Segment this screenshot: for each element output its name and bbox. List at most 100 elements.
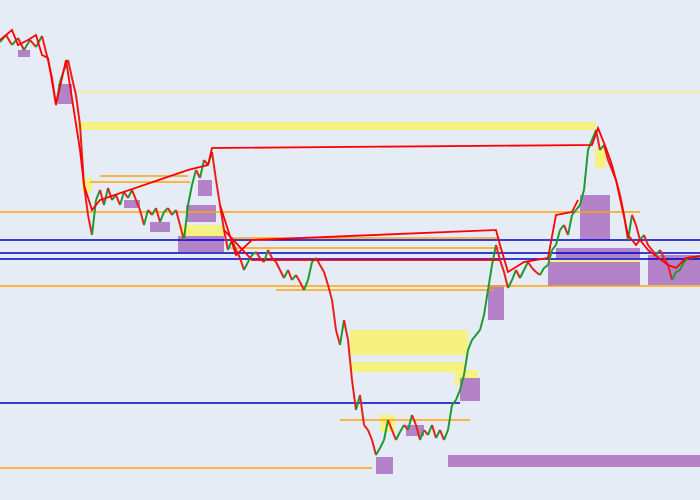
price-segment (323, 271, 329, 286)
price-segment (307, 261, 313, 281)
price-segment (115, 194, 121, 206)
price-segment (143, 209, 149, 226)
price-segment (243, 261, 249, 271)
price-segment (339, 319, 345, 346)
price-segment (211, 151, 217, 181)
price-segment (119, 191, 125, 206)
price-segment (375, 447, 381, 456)
demand-zone (460, 378, 480, 401)
price-segment (187, 184, 193, 206)
price-segment (531, 267, 537, 273)
price-segment (327, 284, 333, 301)
price-segment (463, 349, 469, 376)
price-segment (331, 299, 337, 331)
demand-zone (376, 457, 393, 474)
swing-series-layer (0, 28, 700, 274)
price-segment (635, 224, 641, 241)
demand-zone (198, 180, 212, 196)
price-segment (507, 279, 513, 289)
price-segment (643, 234, 649, 246)
levels-layer (0, 91, 700, 469)
price-segment (191, 169, 197, 186)
price-segment (479, 314, 485, 331)
price-segment (515, 269, 521, 279)
price-segment (135, 199, 141, 211)
price-segment (607, 159, 613, 171)
price-segment (511, 269, 517, 281)
demand-zone (548, 262, 640, 286)
price-segment (411, 414, 417, 426)
supply-zone (595, 148, 606, 168)
price-segment (679, 261, 685, 271)
price-segment (579, 189, 585, 206)
price-segment (547, 249, 553, 266)
price-segment (347, 339, 353, 381)
price-segment (215, 179, 221, 206)
price-segment (491, 244, 497, 266)
price-segment (603, 144, 609, 161)
price-segment (87, 214, 93, 236)
price-segment (299, 281, 305, 291)
price-segment (455, 389, 461, 401)
demand-zone (488, 285, 504, 320)
demand-zone (186, 205, 216, 222)
price-segment (363, 424, 369, 431)
price-segment (575, 204, 581, 211)
price-segment (503, 271, 509, 289)
price-segment (631, 214, 637, 226)
price-segment (23, 39, 31, 51)
price-segment (5, 34, 13, 46)
price-segment (319, 264, 325, 273)
price-segment (451, 399, 457, 406)
price-segment (471, 334, 477, 341)
price-segment (583, 149, 589, 191)
price-segment (467, 339, 473, 351)
price-segment (659, 249, 665, 259)
price-segment (183, 204, 189, 241)
price-segment (127, 189, 133, 199)
price-segment (99, 189, 105, 206)
price-segment (175, 209, 181, 226)
demand-zone (580, 195, 610, 240)
price-segment (499, 259, 505, 273)
price-segment (275, 261, 281, 271)
price-segment (459, 374, 465, 391)
price-segment (267, 249, 273, 259)
price-segment (667, 264, 673, 281)
price-segment (287, 269, 293, 281)
price-segment (139, 209, 145, 226)
supply-zone (78, 122, 596, 130)
price-segment (399, 424, 405, 433)
price-segment (167, 207, 173, 216)
price-segment (407, 414, 413, 431)
price-segment (95, 189, 101, 201)
price-segment (107, 187, 113, 201)
supply-zone (180, 225, 225, 238)
price-segment (551, 244, 557, 251)
price-segment (527, 261, 533, 269)
price-segment (199, 159, 205, 179)
price-segment (439, 429, 445, 441)
price-segment (159, 211, 165, 223)
price-segment (359, 394, 365, 426)
price-segment (283, 269, 289, 279)
price-segment (487, 264, 493, 291)
supply-zone (350, 330, 468, 355)
price-segment (647, 244, 653, 251)
price-segment (303, 279, 309, 291)
price-segment (539, 267, 545, 276)
price-segment (155, 207, 161, 223)
price-segment (239, 257, 245, 271)
price-segment (11, 37, 19, 46)
price-segment (395, 431, 401, 441)
demand-zone (150, 222, 170, 232)
demand-zone (18, 50, 30, 57)
price-segment (75, 94, 81, 126)
price-segment (379, 439, 385, 449)
demand-zone (58, 84, 72, 104)
demand-zone (448, 455, 700, 467)
price-segment (675, 269, 681, 273)
price-segment (131, 189, 137, 201)
price-segment (571, 209, 577, 216)
